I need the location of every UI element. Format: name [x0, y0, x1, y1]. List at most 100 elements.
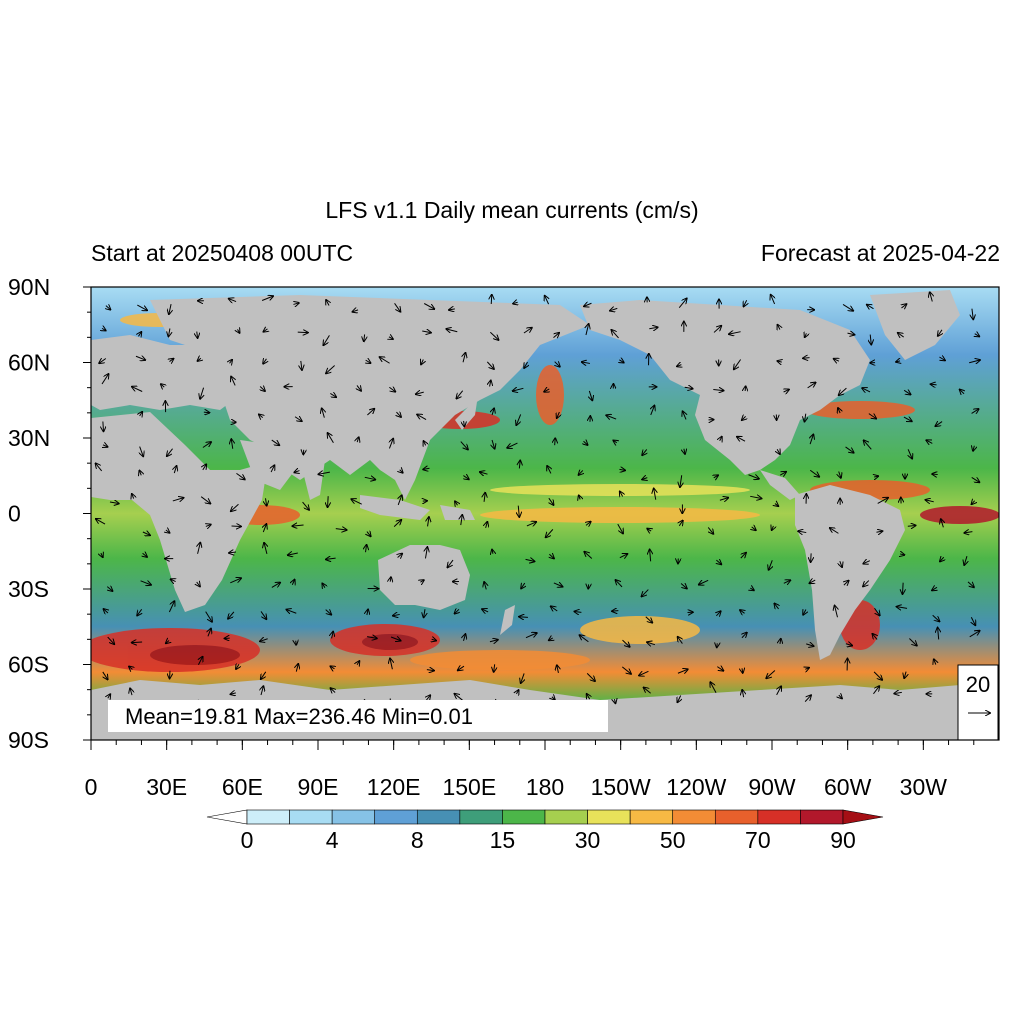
- colorbar-under-triangle: [206, 809, 248, 825]
- current-vector: [496, 698, 499, 706]
- current-vector: [396, 412, 401, 417]
- current-vector: [877, 498, 888, 504]
- current-vector: [259, 414, 263, 417]
- lat-tick-label: 30S: [8, 576, 49, 602]
- current-vector: [326, 558, 336, 559]
- current-vector: [896, 361, 900, 362]
- current-vector: [975, 334, 980, 337]
- current-vector: [742, 690, 743, 698]
- current-vector: [286, 610, 297, 614]
- current-vector: [492, 439, 495, 449]
- current-vector: [236, 664, 239, 669]
- lat-tick-label: 0: [8, 501, 21, 527]
- current-vector: [644, 688, 651, 694]
- current-vector: [132, 642, 143, 643]
- current-vector: [426, 670, 434, 671]
- lon-tick-label: 120E: [367, 774, 421, 800]
- current-vector: [651, 406, 655, 416]
- current-vector: [621, 666, 631, 674]
- current-vector: [677, 365, 681, 367]
- current-vector: [708, 527, 713, 533]
- current-vector: [777, 361, 781, 362]
- current-vector: [203, 464, 206, 469]
- current-vector: [260, 386, 265, 391]
- current-vector: [521, 583, 525, 588]
- current-vector: [619, 469, 625, 470]
- current-vector: [108, 694, 110, 698]
- current-vector: [351, 499, 362, 505]
- current-vector: [864, 440, 872, 450]
- current-vector: [647, 529, 651, 531]
- colorbar-tick-label: 70: [745, 827, 771, 853]
- current-vector: [811, 553, 812, 562]
- current-vector: [610, 308, 618, 310]
- current-vector: [330, 666, 334, 668]
- current-vector: [237, 329, 239, 332]
- current-vector: [969, 360, 980, 363]
- current-vector: [394, 303, 401, 311]
- current-vector: [584, 552, 593, 559]
- current-vector: [805, 668, 809, 670]
- current-vector: [271, 439, 279, 445]
- current-vector: [236, 472, 244, 479]
- current-vector: [748, 475, 759, 479]
- current-vector: [908, 449, 912, 458]
- current-vector: [166, 641, 169, 644]
- current-vector: [293, 303, 298, 305]
- current-vector: [518, 505, 519, 517]
- current-vector: [775, 504, 778, 507]
- current-vector: [297, 332, 308, 333]
- current-vector: [714, 475, 718, 477]
- current-vector: [486, 522, 488, 528]
- current-vector: [579, 495, 580, 499]
- current-vector: [741, 553, 746, 558]
- current-vector: [969, 631, 980, 638]
- current-vector: [803, 609, 806, 614]
- current-vector: [552, 697, 555, 700]
- current-vector: [616, 580, 623, 588]
- current-vector: [107, 587, 112, 591]
- current-vector: [101, 374, 109, 385]
- current-vector: [803, 358, 810, 359]
- current-vector: [729, 332, 741, 334]
- current-vector: [900, 554, 904, 555]
- current-vector: [549, 554, 554, 558]
- current-vector: [967, 699, 972, 701]
- current-vector: [393, 614, 400, 615]
- current-vector: [935, 422, 943, 427]
- current-vector: [389, 337, 393, 339]
- current-vector: [840, 560, 842, 567]
- current-vector: [231, 503, 239, 511]
- current-vector: [424, 609, 425, 617]
- current-vector: [326, 300, 329, 306]
- current-vector: [331, 688, 336, 692]
- current-vector: [972, 501, 975, 505]
- current-vector: [231, 693, 236, 694]
- current-vector: [380, 357, 390, 364]
- current-vector: [455, 609, 459, 613]
- current-vector: [271, 465, 274, 473]
- longitude-axis: 0 30E 60E 90E 120E 150E 180 150W 120W 90W 60W 30W: [85, 740, 975, 800]
- current-vector: [779, 472, 786, 475]
- map-plot-area: [91, 287, 999, 740]
- colorbar-box: [629, 809, 674, 825]
- current-vector: [230, 578, 241, 584]
- current-vector: [699, 580, 709, 584]
- map-frame: [90, 286, 1000, 741]
- current-vector: [480, 472, 488, 474]
- current-vector: [129, 667, 132, 670]
- current-vector: [390, 637, 401, 641]
- current-vector: [137, 609, 141, 615]
- current-vector: [390, 659, 392, 670]
- colorbar-box: [502, 809, 546, 825]
- current-vector: [132, 387, 143, 392]
- current-vector: [231, 377, 235, 386]
- current-vector: [367, 532, 371, 537]
- current-vector: [198, 657, 202, 665]
- current-vector: [720, 437, 722, 441]
- colorbar-tick-label: 30: [575, 827, 601, 853]
- current-vector: [716, 560, 721, 564]
- current-vector: [619, 360, 623, 363]
- current-vector: [586, 522, 591, 526]
- current-vector: [678, 637, 683, 644]
